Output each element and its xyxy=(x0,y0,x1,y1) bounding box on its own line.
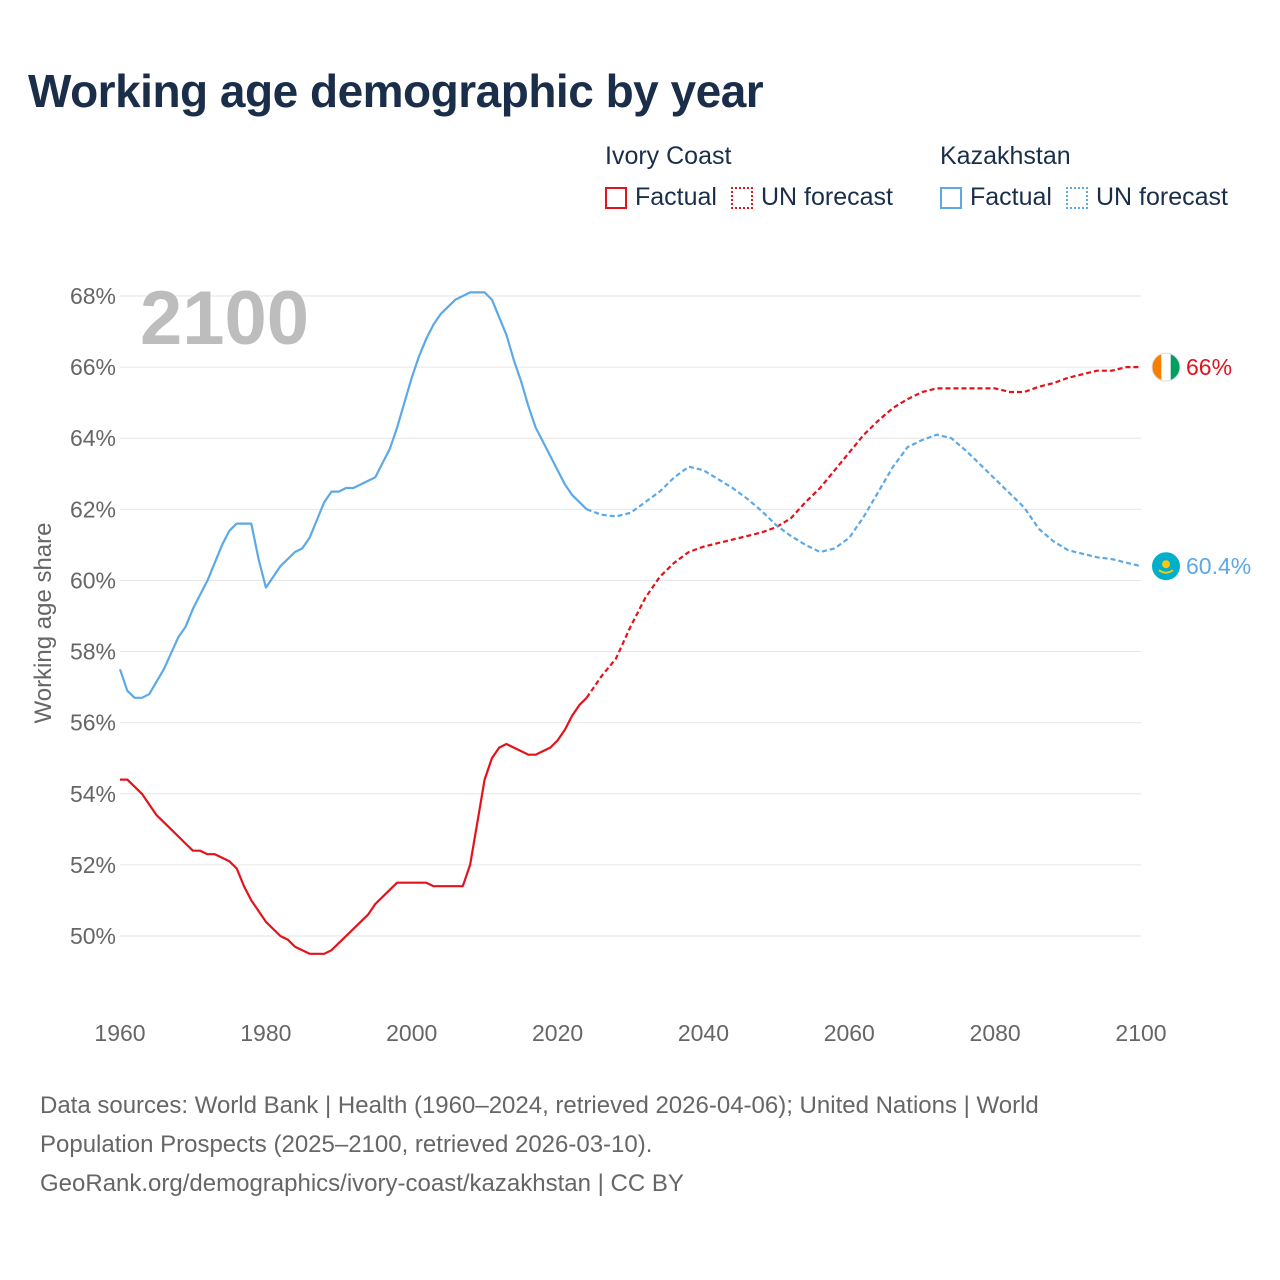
legend-group-ivory-coast: Ivory Coast Factual UN forecast xyxy=(605,142,907,212)
legend-swatch-solid-icon xyxy=(940,186,962,209)
legend-item-ivory-coast-forecast[interactable]: UN forecast xyxy=(730,183,893,212)
chart-title: Working age demographic by year xyxy=(28,65,764,117)
legend-group-name: Ivory Coast xyxy=(605,142,732,170)
y-tick-label: 66% xyxy=(70,354,116,380)
footer-source-line-2: Population Prospects (2025–2100, retriev… xyxy=(40,1131,653,1158)
y-tick-label: 50% xyxy=(70,923,116,949)
series-layer xyxy=(118,291,1142,955)
end-value-label-kazakhstan: 60.4% xyxy=(1186,553,1251,579)
x-tick-label: 2020 xyxy=(532,1020,583,1046)
y-tick-label: 68% xyxy=(70,283,116,309)
y-tick-label: 62% xyxy=(70,496,116,522)
x-tick-label: 2060 xyxy=(824,1020,875,1046)
x-tick-label: 2000 xyxy=(386,1020,437,1046)
flag-marker-kazakhstan-icon xyxy=(1152,552,1180,581)
y-tick-label: 54% xyxy=(70,781,116,807)
y-tick-label: 64% xyxy=(70,425,116,451)
y-tick-label: 60% xyxy=(70,567,116,593)
x-tick-label: 1980 xyxy=(240,1020,291,1046)
x-tick-label: 2080 xyxy=(970,1020,1021,1046)
legend-label: UN forecast xyxy=(1095,183,1228,211)
year-label: 2100 xyxy=(140,276,309,361)
series-line-ivory-coast-factual xyxy=(120,697,588,955)
legend-group-name: Kazakhstan xyxy=(940,142,1071,170)
footer-source-line-1: Data sources: World Bank | Health (1960–… xyxy=(40,1092,1039,1119)
y-tick-label: 52% xyxy=(70,852,116,878)
end-value-label-ivory-coast: 66% xyxy=(1186,354,1232,380)
legend-swatch-dotted-icon xyxy=(1065,186,1088,209)
legend-item-kazakhstan-factual[interactable]: Factual xyxy=(940,183,1052,212)
legend-group-kazakhstan: Kazakhstan Factual UN forecast xyxy=(940,142,1242,212)
x-tick-label: 2100 xyxy=(1115,1020,1166,1046)
legend-swatch-solid-icon xyxy=(605,186,627,209)
legend-label: Factual xyxy=(635,183,717,211)
legend-swatch-dotted-icon xyxy=(730,186,753,209)
series-line-ivory-coast-forecast xyxy=(585,366,1141,699)
legend-item-ivory-coast-factual[interactable]: Factual xyxy=(605,183,717,212)
legend-label: UN forecast xyxy=(760,183,893,211)
footer-attribution-link[interactable]: GeoRank.org/demographics/ivory-coast/kaz… xyxy=(40,1170,684,1197)
series-line-kazakhstan-forecast xyxy=(586,433,1142,568)
x-tick-label: 2040 xyxy=(678,1020,729,1046)
legend-item-kazakhstan-forecast[interactable]: UN forecast xyxy=(1065,183,1228,212)
end-marker-layer: 66% 60.4% xyxy=(1151,352,1251,581)
grid-layer xyxy=(120,295,1141,937)
line-chart: 50% 52% 54% 56% 58% 60% 62% 64% 66% 68% 1960 1980 20… xyxy=(30,276,1251,1046)
axis-layer: 50% 52% 54% 56% 58% 60% 62% 64% 66% 68% 1960 1980 20… xyxy=(70,283,1167,1046)
series-line-kazakhstan-factual xyxy=(118,291,588,699)
flag-marker-ivory-coast-icon xyxy=(1151,352,1181,382)
y-axis-label: Working age share xyxy=(30,523,57,724)
legend-label: Factual xyxy=(970,183,1052,211)
x-tick-label: 1960 xyxy=(94,1020,145,1046)
y-tick-label: 56% xyxy=(70,710,116,736)
footer: Data sources: World Bank | Health (1960–… xyxy=(40,1086,1240,1203)
y-tick-label: 58% xyxy=(70,639,116,665)
